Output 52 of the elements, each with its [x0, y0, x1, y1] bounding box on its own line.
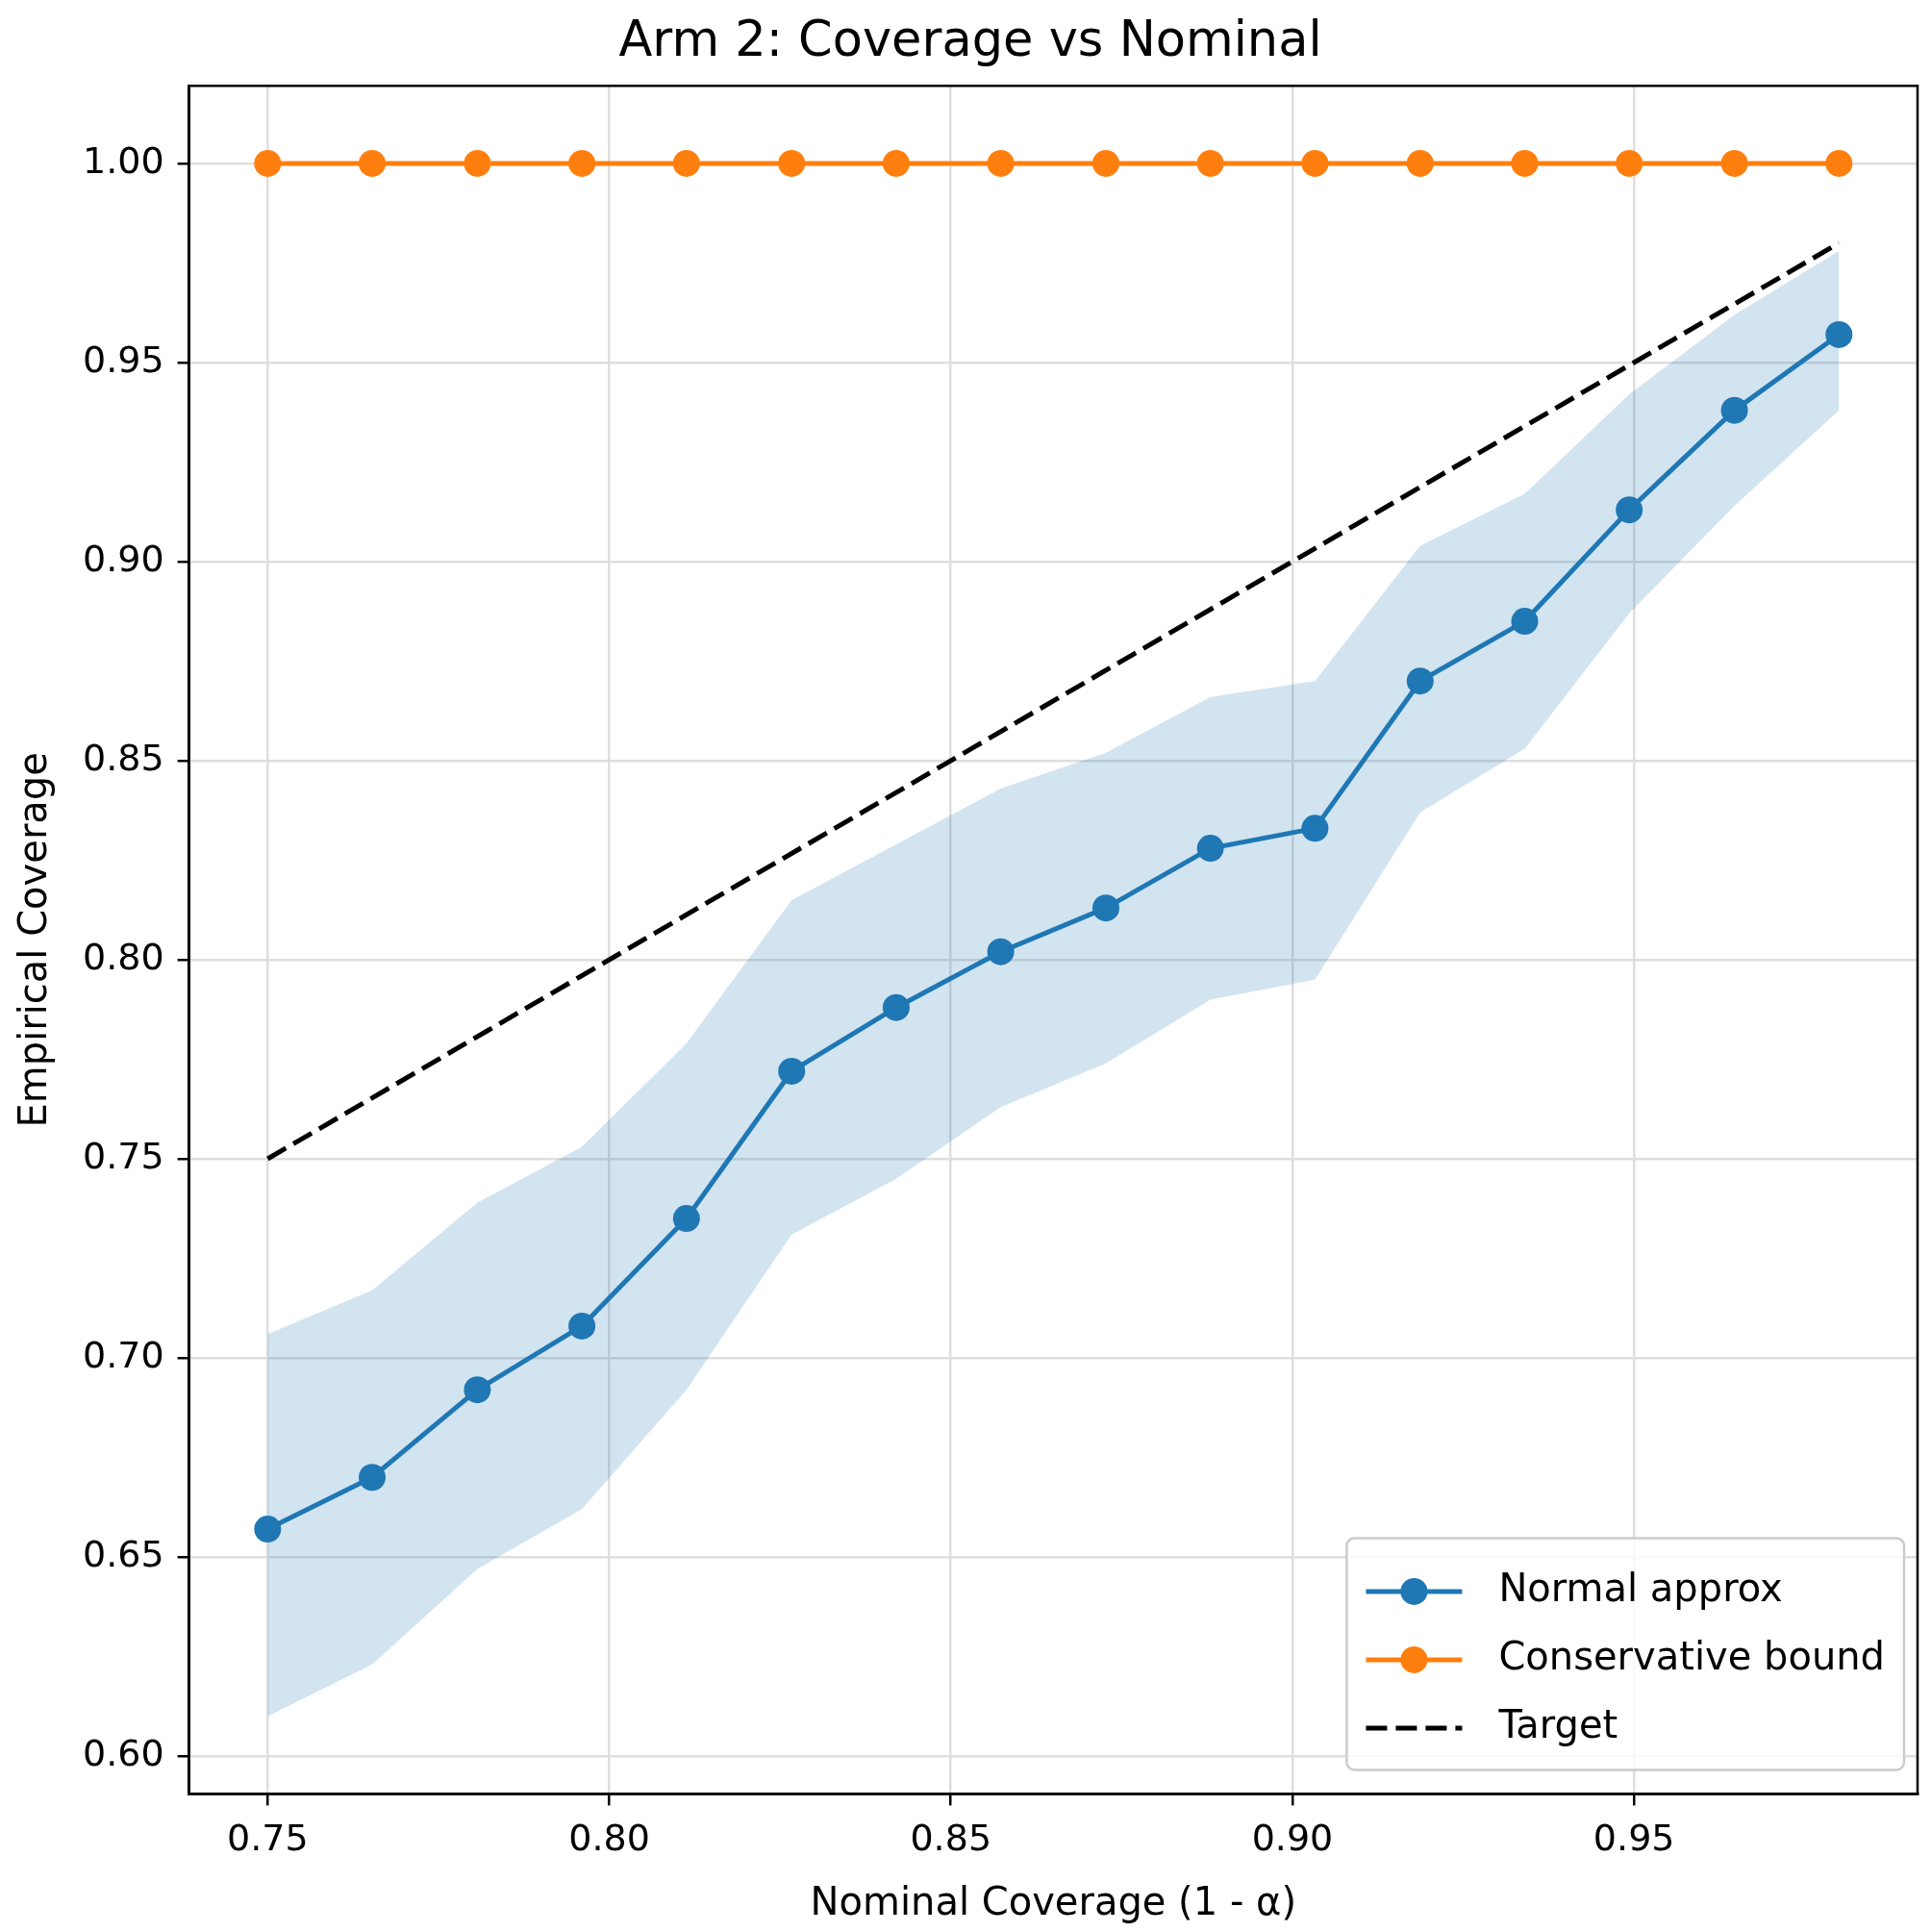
y-tick-label: 0.75 — [83, 1134, 164, 1177]
legend-label: Normal approx — [1498, 1566, 1783, 1611]
point — [254, 1516, 282, 1543]
y-tick-label: 0.70 — [83, 1333, 164, 1376]
point — [1511, 149, 1539, 177]
x-tick-label: 0.95 — [1592, 1817, 1675, 1860]
x-tick-label: 0.75 — [227, 1817, 309, 1860]
point — [987, 938, 1015, 966]
point — [672, 1205, 700, 1233]
point — [464, 149, 491, 177]
point — [568, 1312, 596, 1340]
point — [1616, 149, 1643, 177]
x-tick-label: 0.80 — [568, 1817, 650, 1860]
y-axis-title: Empirical Coverage — [11, 752, 56, 1128]
point — [254, 149, 282, 177]
point — [882, 149, 910, 177]
point — [359, 1464, 387, 1492]
point — [987, 149, 1015, 177]
y-tick-label: 0.90 — [83, 537, 164, 580]
point — [1301, 815, 1329, 842]
y-tick-label: 0.95 — [83, 338, 164, 381]
point — [568, 149, 596, 177]
x-tick-label: 0.90 — [1251, 1817, 1334, 1860]
legend-label: Target — [1497, 1702, 1618, 1747]
point — [1825, 149, 1853, 177]
y-tick-label: 1.00 — [83, 138, 164, 182]
point — [672, 149, 700, 177]
point — [1196, 835, 1224, 863]
point — [1720, 149, 1748, 177]
point — [1406, 149, 1434, 177]
point — [1616, 496, 1643, 524]
point — [359, 149, 387, 177]
y-tick-label: 0.65 — [83, 1532, 164, 1575]
point — [1301, 149, 1329, 177]
point — [1092, 149, 1120, 177]
point — [1092, 894, 1120, 922]
point — [1825, 320, 1853, 348]
y-tick-label: 0.85 — [83, 736, 164, 779]
point — [778, 149, 806, 177]
x-axis-title: Nominal Coverage (1 - α) — [810, 1879, 1297, 1924]
x-tick-label: 0.85 — [910, 1817, 992, 1860]
point — [1196, 149, 1224, 177]
chart-title: Arm 2: Coverage vs Nominal — [618, 10, 1322, 67]
point — [1720, 396, 1748, 424]
point — [882, 993, 910, 1021]
y-tick-label: 0.60 — [83, 1731, 164, 1774]
y-tick-label: 0.80 — [83, 935, 164, 978]
point — [778, 1057, 806, 1085]
legend-label: Conservative bound — [1498, 1634, 1886, 1679]
point — [464, 1376, 491, 1404]
point — [1511, 608, 1539, 636]
point — [1406, 667, 1434, 695]
